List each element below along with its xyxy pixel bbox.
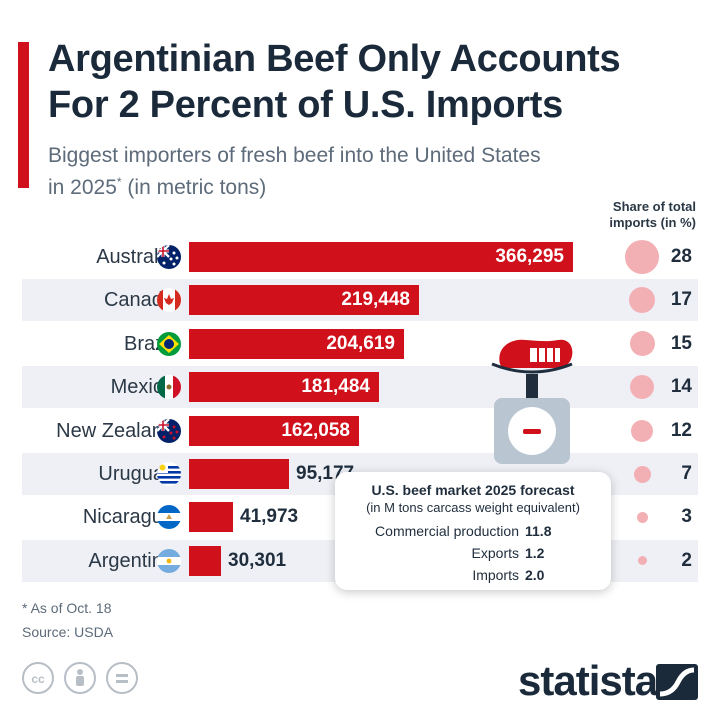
share-dot	[629, 287, 655, 314]
forecast-subtitle: (in M tons carcass weight equivalent)	[366, 500, 580, 515]
flag-nicaragua-icon	[157, 505, 181, 530]
forecast-value-exports: 1.2	[525, 545, 545, 561]
bar	[189, 328, 404, 359]
country-label: Argentina	[88, 549, 174, 572]
share-value-label: 28	[670, 246, 692, 267]
no-derivatives-icon[interactable]	[106, 662, 138, 694]
svg-text:cc: cc	[31, 672, 45, 686]
bar-value-label: 30,301	[228, 549, 287, 571]
share-dot	[636, 511, 648, 523]
share-header-line-1: Share of total	[612, 199, 696, 214]
source-note: Source: USDA	[22, 624, 114, 640]
attribution-icon[interactable]	[64, 662, 96, 694]
share-value-label: 3	[681, 506, 692, 528]
title-line-1: Argentinian Beef Only Accounts	[48, 38, 621, 80]
page-subtitle: Biggest importers of fresh beef into the…	[48, 142, 668, 201]
country-label: Canada	[103, 289, 174, 312]
share-value-label: 15	[670, 332, 692, 354]
share-dot	[631, 419, 653, 442]
flag-mexico-icon	[157, 375, 181, 400]
flag-canada-icon	[157, 288, 181, 313]
country-label: Nicaragua	[82, 506, 174, 529]
forecast-label-production: Commercial production	[375, 523, 519, 539]
country-label: Australia	[96, 246, 174, 268]
forecast-value-imports: 2.0	[525, 567, 545, 583]
bar-value-label: 181,484	[301, 376, 370, 398]
bar	[189, 242, 573, 272]
chart-row: Nicaragua 41,973 3	[22, 496, 698, 538]
bar	[189, 545, 221, 576]
share-value-label: 12	[670, 419, 692, 441]
country-label: New Zealand	[56, 419, 174, 442]
forecast-value-production: 11.8	[525, 523, 552, 539]
chart-row: New Zealand 162,058 12	[22, 410, 698, 452]
statista-logo[interactable]: statista	[518, 657, 658, 704]
share-dot	[637, 556, 647, 566]
bar-value-label: 41,973	[240, 506, 299, 528]
bar	[189, 285, 419, 316]
footnote: * As of Oct. 18	[22, 600, 112, 616]
forecast-title: U.S. beef market 2025 forecast	[371, 482, 575, 498]
flag-australia-icon	[157, 245, 181, 269]
share-column-header: Share of total imports (in %)	[578, 199, 696, 231]
flag-uruguay-icon	[157, 462, 181, 486]
country-label: Uruguay	[98, 463, 174, 485]
page-title: Argentinian Beef Only Accounts For 2 Per…	[48, 36, 708, 128]
share-value-label: 14	[670, 376, 692, 398]
chart-row: Mexico 181,484 14	[22, 366, 698, 409]
bar-value-label: 366,295	[495, 246, 564, 267]
bar-value-label: 162,058	[281, 419, 350, 441]
title-accent-bar	[18, 42, 29, 188]
flag-argentina-icon	[157, 548, 181, 573]
subtitle-line-1: Biggest importers of fresh beef into the…	[48, 144, 541, 167]
cc-icon[interactable]: cc	[22, 662, 54, 694]
statista-mark-icon	[656, 664, 698, 700]
bar-value-label: 204,619	[326, 332, 395, 354]
forecast-label-imports: Imports	[472, 567, 519, 583]
bar	[189, 459, 289, 489]
share-dot	[633, 465, 651, 483]
title-line-2: For 2 Percent of U.S. Imports	[48, 84, 563, 126]
meat-scale-icon	[491, 339, 573, 464]
share-value-label: 2	[681, 549, 692, 571]
share-value-label: 7	[681, 463, 692, 484]
share-value-label: 17	[670, 289, 692, 311]
share-dot	[630, 375, 654, 400]
subtitle-line-2-post: (in metric tons)	[121, 176, 267, 199]
flag-brazil-icon	[157, 331, 181, 356]
forecast-label-exports: Exports	[471, 545, 519, 561]
share-dot	[625, 240, 659, 274]
bar	[189, 415, 359, 446]
bar	[189, 372, 379, 403]
share-dot	[629, 331, 655, 357]
bar-value-label: 219,448	[341, 289, 410, 311]
share-header-line-2: imports (in %)	[609, 215, 696, 230]
bar	[189, 502, 233, 533]
subtitle-asterisk: *	[116, 175, 122, 189]
subtitle-line-2-pre: in 2025	[48, 176, 117, 199]
chart-row: Brazil 204,619 15	[22, 323, 698, 365]
chart-row: Canada 219,448 17	[22, 279, 698, 322]
chart-row: Australia 366,295 28	[22, 236, 698, 278]
forecast-box: U.S. beef market 2025 forecast (in M ton…	[335, 472, 611, 590]
flag-new-zealand-icon	[157, 418, 181, 443]
